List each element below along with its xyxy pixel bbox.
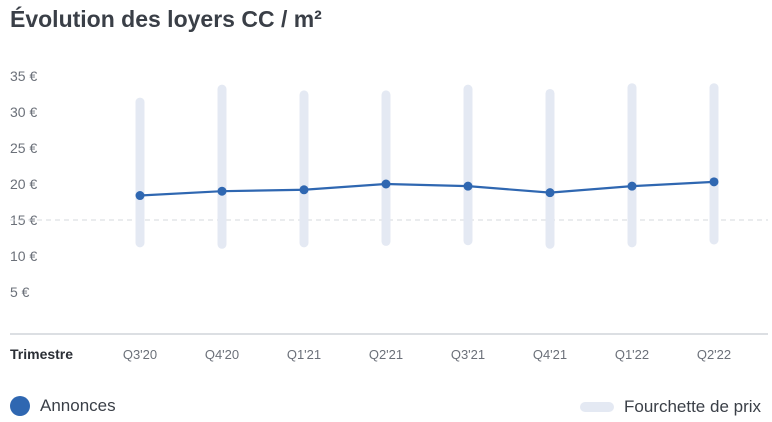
data-point <box>463 181 473 191</box>
range-bar <box>627 83 637 248</box>
legend-fourchette-label: Fourchette de prix <box>624 397 762 416</box>
data-point <box>381 179 391 189</box>
legend-fourchette[interactable]: Fourchette de prix <box>580 397 761 417</box>
legend-annonces-label: Annonces <box>40 396 116 415</box>
x-tick-label: Q4'20 <box>205 347 239 362</box>
x-tick-label: Q3'21 <box>451 347 485 362</box>
range-bar <box>709 83 719 245</box>
range-bar <box>135 97 145 248</box>
x-tick-label: Q3'20 <box>123 347 157 362</box>
x-tick-label: Q1'21 <box>287 347 321 362</box>
data-point <box>299 185 309 195</box>
data-point <box>545 188 555 198</box>
legend-annonces[interactable]: Annonces <box>10 396 116 416</box>
data-point <box>217 186 227 196</box>
range-bar <box>217 84 227 249</box>
data-point <box>627 181 637 191</box>
y-tick-label: 25 € <box>10 140 37 156</box>
y-tick-label: 35 € <box>10 68 37 84</box>
range-bar <box>545 88 555 249</box>
x-tick-label: Q2'22 <box>697 347 731 362</box>
legend-dot-icon <box>10 396 30 416</box>
data-point <box>135 191 145 201</box>
y-tick-label: 10 € <box>10 248 37 264</box>
x-tick-label: Q4'21 <box>533 347 567 362</box>
range-bar <box>381 90 391 246</box>
range-bar <box>299 90 309 248</box>
y-tick-label: 30 € <box>10 104 37 120</box>
x-tick-label: Q2'21 <box>369 347 403 362</box>
data-point <box>709 177 719 187</box>
legend-range-icon <box>580 402 614 412</box>
chart-title: Évolution des loyers CC / m² <box>10 6 322 32</box>
y-tick-label: 20 € <box>10 176 37 192</box>
series-line <box>139 180 715 197</box>
x-axis-title: Trimestre <box>10 346 73 362</box>
range-bar <box>463 84 473 246</box>
y-tick-label: 5 € <box>10 284 30 300</box>
x-tick-label: Q1'22 <box>615 347 649 362</box>
